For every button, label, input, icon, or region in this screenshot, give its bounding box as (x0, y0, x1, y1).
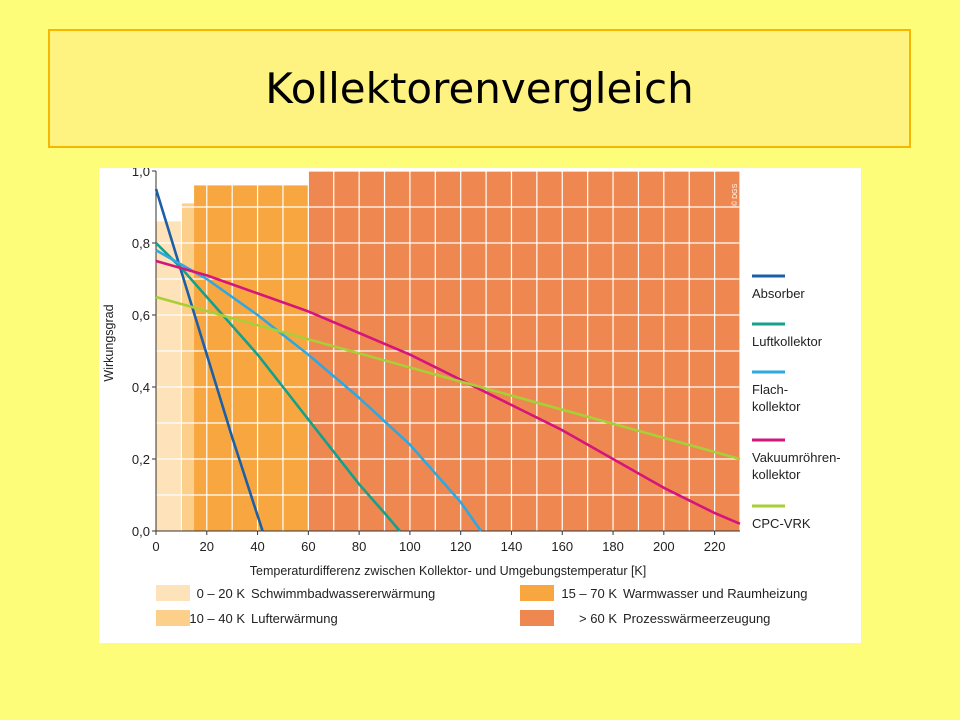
x-axis-title: Temperaturdifferenz zwischen Kollektor- … (250, 564, 647, 578)
zone-legend-swatch (520, 610, 554, 626)
y-tick-label: 0,0 (132, 524, 150, 539)
y-tick-label: 0,8 (132, 236, 150, 251)
legend-label: kollektor (752, 399, 801, 414)
slide-title: Kollektorenvergleich (265, 64, 694, 113)
x-tick-label: 100 (399, 539, 421, 554)
zone-legend-range: > 60 K (579, 611, 617, 626)
legend-label: kollektor (752, 467, 801, 482)
x-tick-label: 120 (450, 539, 472, 554)
series-line-flachkollektor (155, 249, 483, 532)
legend-label: Absorber (752, 286, 805, 301)
zone-legend-range: 15 – 70 K (561, 586, 617, 601)
zone-legend-label: Schwimmbadwassererwärmung (251, 586, 435, 601)
x-tick-label: 140 (501, 539, 523, 554)
zone-step-prozess (308, 171, 334, 186)
x-tick-label: 0 (152, 539, 159, 554)
x-tick-label: 180 (602, 539, 624, 554)
zone-legend-swatch (156, 585, 190, 601)
y-tick-label: 0,4 (132, 380, 150, 395)
x-tick-label: 40 (250, 539, 264, 554)
legend-label: Vakuumröhren- (752, 450, 841, 465)
y-axis-title: Wirkungsgrad (102, 304, 116, 381)
zone-legend-swatch (156, 610, 190, 626)
zone-legend-label: Prozesswärmeerzeugung (623, 611, 770, 626)
legend-label: Flach- (752, 382, 788, 397)
x-tick-label: 20 (200, 539, 214, 554)
efficiency-chart: 0 20 40 60 80 100 120 140 160 180 200 220 0,0 0,2 0,4 0… (102, 168, 841, 626)
zone-legend-label: Lufterwärmung (251, 611, 338, 626)
legend-label: Luftkollektor (752, 334, 823, 349)
x-tick-label: 220 (704, 539, 726, 554)
chart-figure: 0 20 40 60 80 100 120 140 160 180 200 220 0,0 0,2 0,4 0… (99, 168, 861, 643)
y-tick-label: 0,2 (132, 452, 150, 467)
series-line-luftkollektor (155, 242, 401, 532)
zone-legend-swatch (520, 585, 554, 601)
title-box: Kollektorenvergleich (48, 29, 911, 148)
x-tick-label: 160 (551, 539, 573, 554)
series-line-vakuumr-hrenkollektor (155, 259, 741, 525)
series-line-cpc-vrk (155, 295, 741, 461)
legend-label: CPC-VRK (752, 516, 811, 531)
series-line-absorber (154, 188, 264, 532)
x-tick-label: 80 (352, 539, 366, 554)
copyright-label: © DGS (731, 183, 739, 206)
x-tick-label: 200 (653, 539, 675, 554)
zone-legend-label: Warmwasser und Raumheizung (623, 586, 807, 601)
y-tick-label: 1,0 (132, 168, 150, 179)
x-tick-label: 60 (301, 539, 315, 554)
zone-legend-range: 0 – 20 K (197, 586, 246, 601)
y-tick-label: 0,6 (132, 308, 150, 323)
zone-legend-range: 10 – 40 K (189, 611, 245, 626)
